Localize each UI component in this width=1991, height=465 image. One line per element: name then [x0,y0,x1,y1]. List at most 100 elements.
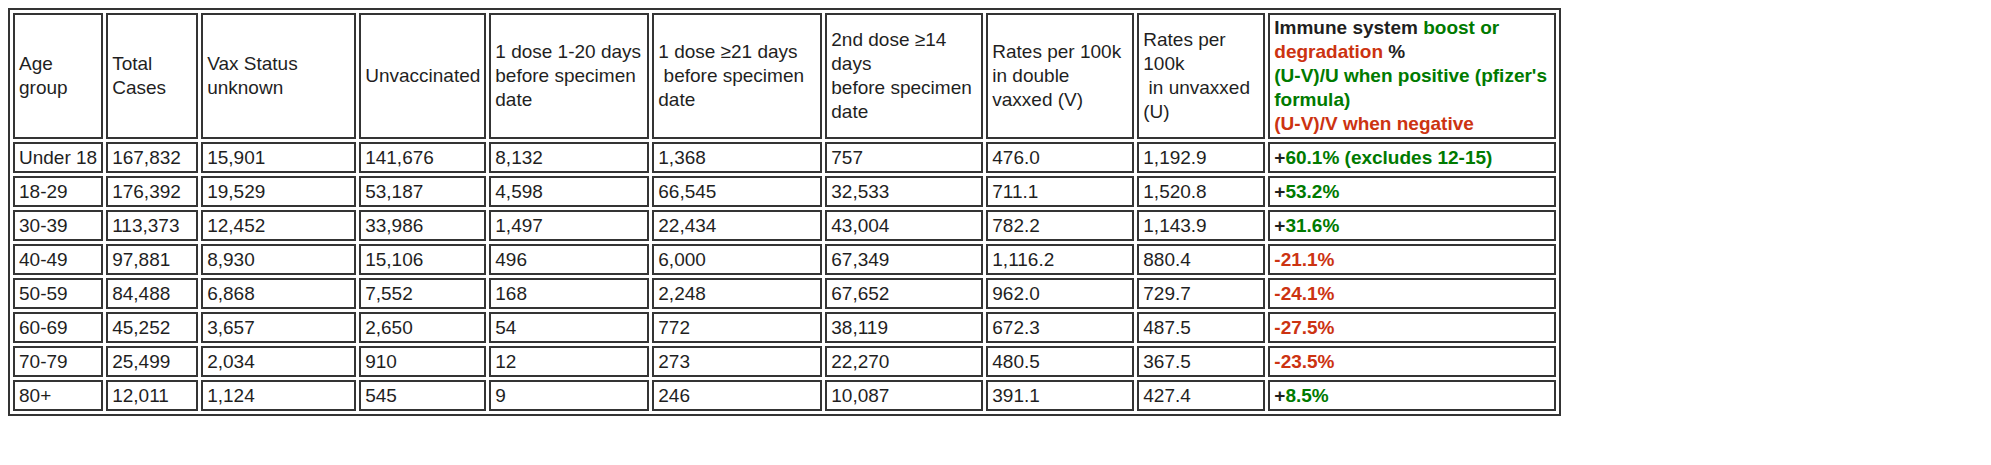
cell-rate-unvaxxed: 1,143.9 [1137,210,1265,241]
cell-1dose-1-20: 9 [489,380,649,411]
cell-rate-vaxxed: 391.1 [986,380,1134,411]
col-header-total-cases: Total Cases [106,13,198,139]
cell-1dose-21plus: 772 [652,312,822,343]
cell-1dose-21plus: 66,545 [652,176,822,207]
immune-header-green-2: (U-V)/U when positive (pfizer's formula) [1274,65,1552,110]
cell-vax-unknown: 6,868 [201,278,356,309]
cell-rate-vaxxed: 962.0 [986,278,1134,309]
cell-2nd-dose-14plus: 67,652 [825,278,983,309]
cell-vax-unknown: 3,657 [201,312,356,343]
cell-rate-vaxxed: 480.5 [986,346,1134,377]
cell-immune-pct: -24.1% [1268,278,1556,309]
cell-immune-pct: +53.2% [1268,176,1556,207]
cell-2nd-dose-14plus: 67,349 [825,244,983,275]
col-header-rate-unvaxxed: Rates per 100k in unvaxxed (U) [1137,13,1265,139]
cell-1dose-1-20: 54 [489,312,649,343]
cell-1dose-1-20: 496 [489,244,649,275]
cell-vax-unknown: 1,124 [201,380,356,411]
immune-value: 21.1% [1281,249,1335,270]
cell-1dose-21plus: 22,434 [652,210,822,241]
cell-unvaccinated: 15,106 [359,244,486,275]
cell-rate-unvaxxed: 1,192.9 [1137,142,1265,173]
cell-unvaccinated: 2,650 [359,312,486,343]
col-header-1dose-1-20: 1 dose 1-20 days before specimen date [489,13,649,139]
immune-sign: + [1274,385,1285,406]
cell-1dose-21plus: 6,000 [652,244,822,275]
cell-age-group: 18-29 [13,176,103,207]
cell-1dose-21plus: 246 [652,380,822,411]
cell-vax-unknown: 8,930 [201,244,356,275]
immune-value: 24.1% [1281,283,1335,304]
page: Age group Total Cases Vax Status unknown… [0,0,1991,465]
immune-header-black-1: Immune system [1274,17,1423,38]
cell-unvaccinated: 33,986 [359,210,486,241]
col-header-1dose-21plus: 1 dose ≥21 days before specimen date [652,13,822,139]
cell-vax-unknown: 12,452 [201,210,356,241]
cell-2nd-dose-14plus: 38,119 [825,312,983,343]
cell-age-group: 30-39 [13,210,103,241]
cell-unvaccinated: 53,187 [359,176,486,207]
cell-1dose-1-20: 168 [489,278,649,309]
cell-vax-unknown: 15,901 [201,142,356,173]
cell-1dose-21plus: 1,368 [652,142,822,173]
cell-rate-unvaxxed: 487.5 [1137,312,1265,343]
cell-total-cases: 45,252 [106,312,198,343]
cell-age-group: 50-59 [13,278,103,309]
cell-immune-pct: -23.5% [1268,346,1556,377]
col-header-unvaccinated: Unvaccinated [359,13,486,139]
cell-immune-pct: -21.1% [1268,244,1556,275]
table-row: 80+ 12,011 1,124 545 9 246 10,087 391.1 … [13,380,1556,411]
cell-rate-unvaxxed: 1,520.8 [1137,176,1265,207]
cell-age-group: Under 18 [13,142,103,173]
cell-vax-unknown: 19,529 [201,176,356,207]
cell-unvaccinated: 141,676 [359,142,486,173]
table-row: 60-69 45,252 3,657 2,650 54 772 38,119 6… [13,312,1556,343]
cell-total-cases: 113,373 [106,210,198,241]
cell-unvaccinated: 7,552 [359,278,486,309]
cell-total-cases: 84,488 [106,278,198,309]
cell-age-group: 80+ [13,380,103,411]
immune-sign: + [1274,147,1285,168]
cell-rate-unvaxxed: 427.4 [1137,380,1265,411]
immune-header-red-2: (U-V)/V when negative [1274,113,1474,134]
cell-vax-unknown: 2,034 [201,346,356,377]
cell-immune-pct: -27.5% [1268,312,1556,343]
immune-value: 31.6% [1285,215,1339,236]
cell-rate-vaxxed: 782.2 [986,210,1134,241]
header-row: Age group Total Cases Vax Status unknown… [13,13,1556,139]
immune-value: 27.5% [1281,317,1335,338]
col-header-vax-unknown: Vax Status unknown [201,13,356,139]
cell-2nd-dose-14plus: 757 [825,142,983,173]
cell-total-cases: 167,832 [106,142,198,173]
cell-2nd-dose-14plus: 43,004 [825,210,983,241]
cell-rate-unvaxxed: 729.7 [1137,278,1265,309]
cell-age-group: 70-79 [13,346,103,377]
immune-header-green-1: boost or [1423,17,1499,38]
immune-header-black-2: % [1383,41,1405,62]
table-row: 70-79 25,499 2,034 910 12 273 22,270 480… [13,346,1556,377]
cell-immune-pct: +60.1% (excludes 12-15) [1268,142,1556,173]
cell-2nd-dose-14plus: 10,087 [825,380,983,411]
table-row: Under 18 167,832 15,901 141,676 8,132 1,… [13,142,1556,173]
cell-rate-vaxxed: 1,116.2 [986,244,1134,275]
immune-sign: + [1274,181,1285,202]
cell-rate-unvaxxed: 367.5 [1137,346,1265,377]
cell-1dose-1-20: 1,497 [489,210,649,241]
cell-unvaccinated: 910 [359,346,486,377]
cell-1dose-21plus: 2,248 [652,278,822,309]
table-row: 50-59 84,488 6,868 7,552 168 2,248 67,65… [13,278,1556,309]
immune-value: 8.5% [1285,385,1328,406]
table-row: 30-39 113,373 12,452 33,986 1,497 22,434… [13,210,1556,241]
cell-1dose-1-20: 8,132 [489,142,649,173]
immune-value: 60.1% (excludes 12-15) [1285,147,1492,168]
col-header-rate-vaxxed: Rates per 100k in double vaxxed (V) [986,13,1134,139]
cell-age-group: 60-69 [13,312,103,343]
cell-unvaccinated: 545 [359,380,486,411]
immune-header-red-1: degradation [1274,41,1383,62]
cell-2nd-dose-14plus: 22,270 [825,346,983,377]
cell-rate-vaxxed: 711.1 [986,176,1134,207]
cell-rate-unvaxxed: 880.4 [1137,244,1265,275]
cell-1dose-1-20: 12 [489,346,649,377]
cell-2nd-dose-14plus: 32,533 [825,176,983,207]
table-row: 18-29 176,392 19,529 53,187 4,598 66,545… [13,176,1556,207]
